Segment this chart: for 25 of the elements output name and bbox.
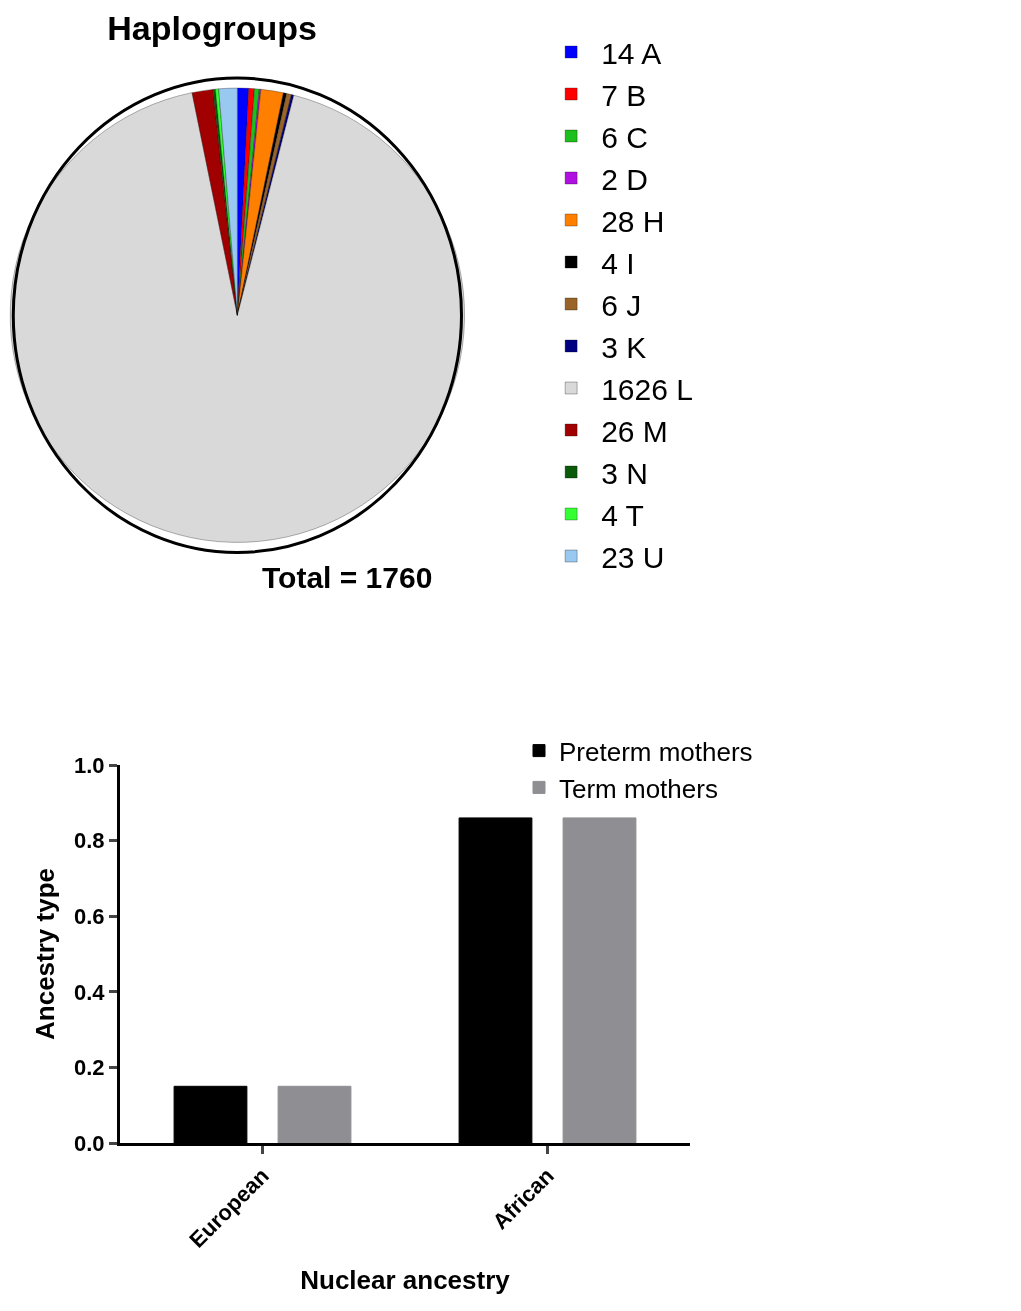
y-tick-label: 0.4: [74, 979, 106, 1005]
legend-label: Term mothers: [559, 773, 718, 804]
x-axis-title: Nuclear ancestry: [300, 1265, 511, 1296]
legend-label: 3 N: [601, 456, 648, 490]
legend-label: Preterm mothers: [559, 736, 753, 767]
legend-label: 4 I: [601, 246, 635, 280]
y-tick-label: 0.2: [74, 1055, 105, 1081]
legend-label: 28 H: [601, 204, 665, 238]
y-tick-label: 0.8: [74, 828, 105, 854]
y-axis-title: Ancestry type: [30, 868, 61, 1040]
y-tick-label: 0.0: [74, 1130, 105, 1156]
legend-label: 6 J: [601, 288, 642, 322]
legend-label: 1626 L: [601, 372, 693, 406]
legend-label: 3 K: [601, 330, 647, 364]
legend-label: 14 A: [601, 36, 662, 70]
legend-label: 26 M: [601, 414, 668, 448]
y-tick-label: 0.6: [74, 903, 105, 929]
legend-label: 7 B: [601, 78, 647, 112]
legend-label: 23 U: [601, 540, 665, 574]
legend-label: 2 D: [601, 162, 648, 196]
legend-label: 4 T: [601, 498, 644, 532]
legend-label: 6 C: [601, 120, 648, 154]
y-tick-label: 1.0: [74, 752, 105, 778]
chart-title: Haplogroups: [107, 9, 317, 48]
text: Total = 1760: [262, 561, 433, 594]
